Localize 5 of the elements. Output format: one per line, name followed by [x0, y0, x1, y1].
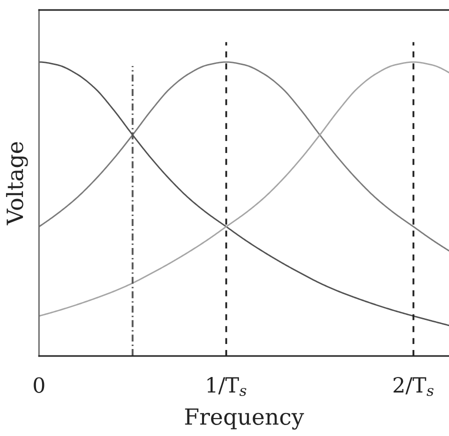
x-tick-label: 1/T$_{s}$: [208, 377, 246, 396]
x-tick-label: 0: [34, 377, 44, 393]
x-tick-label: 2/T$_{s}$: [394, 377, 434, 396]
y-axis-title: Voltage: [6, 142, 28, 226]
x-axis-title: Frequency: [185, 408, 304, 430]
